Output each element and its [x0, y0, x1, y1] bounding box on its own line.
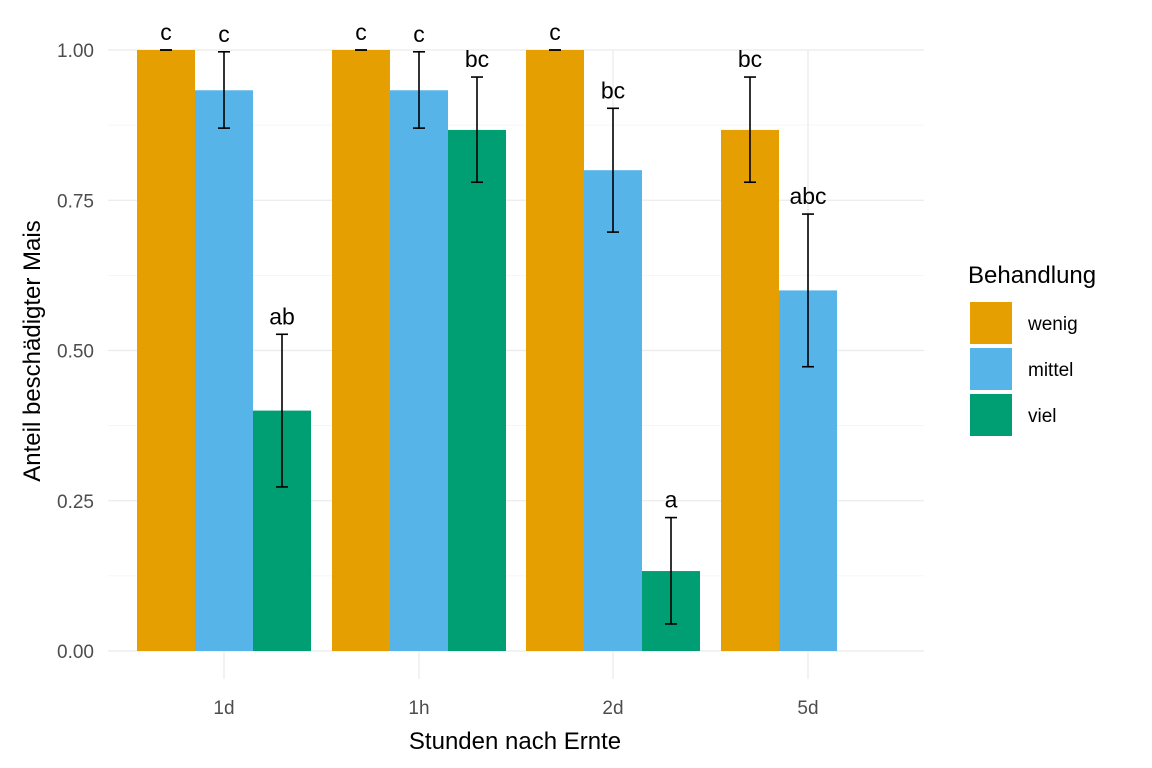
- bar-wenig-5d: [721, 129, 779, 652]
- bar-mittel-1d: [195, 90, 253, 652]
- legend-key-mittel: [970, 348, 1012, 390]
- legend-item-wenig: wenig: [970, 302, 1078, 344]
- x-axis-title: Stunden nach Ernte: [409, 728, 621, 755]
- error-bar-viel-2d: [665, 516, 677, 625]
- error-bar-mittel-5d: [802, 213, 814, 368]
- y-tick-label: 0.25: [57, 492, 94, 513]
- bar-wenig-1d: [137, 50, 195, 651]
- error-bar-mittel-2d: [607, 107, 619, 233]
- x-tick-label: 1h: [408, 698, 429, 719]
- significance-label-wenig-2d: c: [549, 19, 561, 45]
- legend-label-wenig: wenig: [1027, 314, 1078, 335]
- error-bar-viel-1d: [276, 333, 288, 488]
- significance-label-wenig-5d: bc: [738, 46, 762, 72]
- y-tick-label: 1.00: [57, 41, 94, 62]
- significance-label-wenig-1h: c: [355, 19, 367, 45]
- significance-label-mittel-5d: abc: [789, 183, 826, 209]
- legend-label-viel: viel: [1028, 406, 1057, 427]
- error-bar-mittel-1h: [413, 51, 425, 129]
- legend-item-mittel: mittel: [970, 348, 1073, 390]
- bars-layer: [137, 50, 837, 652]
- x-tick-label: 2d: [602, 698, 623, 719]
- legend-title: Behandlung: [968, 262, 1096, 289]
- significance-label-wenig-1d: c: [160, 19, 172, 45]
- error-bar-mittel-1d: [218, 51, 230, 129]
- y-axis-title: Anteil beschädigter Mais: [19, 220, 46, 481]
- significance-label-viel-1d: ab: [269, 303, 295, 329]
- significance-label-viel-2d: a: [665, 487, 678, 513]
- x-tick-label: 5d: [797, 698, 818, 719]
- significance-label-mittel-2d: bc: [601, 77, 625, 103]
- y-tick-label: 0.00: [57, 642, 94, 663]
- legend-key-wenig: [970, 302, 1012, 344]
- bar-wenig-1h: [332, 50, 390, 651]
- error-bars-layer: [160, 49, 814, 625]
- legend: wenig mittel viel: [970, 302, 1078, 436]
- y-tick-label: 0.75: [57, 191, 94, 212]
- significance-label-viel-1h: bc: [465, 46, 489, 72]
- axes-layer: 0.00 0.25 0.50 0.75 1.00 1d 1h 2d 5d: [57, 41, 819, 719]
- significance-label-mittel-1d: c: [218, 21, 230, 47]
- x-tick-label: 1d: [213, 698, 234, 719]
- legend-item-viel: viel: [970, 394, 1057, 436]
- error-bar-wenig-5d: [744, 76, 756, 184]
- bar-mittel-2d: [584, 170, 642, 651]
- legend-label-mittel: mittel: [1028, 360, 1073, 381]
- significance-label-mittel-1h: c: [413, 21, 425, 47]
- bar-wenig-2d: [526, 50, 584, 651]
- y-tick-label: 0.50: [57, 342, 94, 363]
- bar-viel-1h: [448, 129, 506, 652]
- bar-mittel-1h: [390, 90, 448, 652]
- legend-key-viel: [970, 394, 1012, 436]
- error-bar-viel-1h: [471, 76, 483, 184]
- significance-labels-layer: c c c bc c c bc abc ab bc a: [160, 19, 826, 513]
